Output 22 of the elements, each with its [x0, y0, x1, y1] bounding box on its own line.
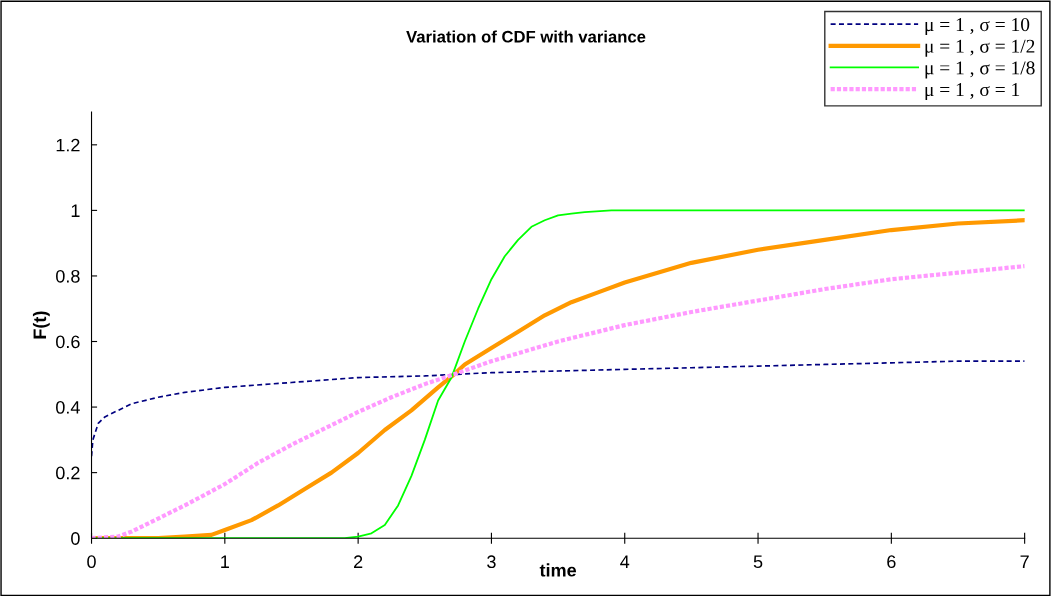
legend-label: μ = 1 , σ = 1 — [925, 83, 1020, 101]
y-tick-label: 0 — [71, 532, 80, 545]
y-tick-label: 0.2 — [56, 466, 80, 480]
x-axis-title: time — [539, 563, 577, 577]
y-axis-title: F(t) — [32, 311, 50, 339]
x-tick-label: 3 — [487, 555, 496, 569]
x-tick-label: 7 — [1020, 555, 1029, 568]
x-tick-label: 1 — [221, 555, 229, 568]
x-tick-label: 0 — [87, 555, 96, 569]
y-tick-label: 1 — [71, 204, 80, 217]
x-tick-label: 5 — [753, 555, 763, 569]
x-tick-label: 2 — [354, 555, 363, 568]
y-tick-label: 1.2 — [56, 138, 80, 152]
legend-label: μ = 1 , σ = 1/8 — [925, 61, 1035, 79]
y-tick-label: 0.8 — [56, 269, 80, 283]
chart-title: Variation of CDF with variance — [406, 30, 646, 43]
x-tick-label: 4 — [620, 555, 630, 568]
legend-label: μ = 1 , σ = 10 — [925, 18, 1030, 36]
y-tick-label: 0.6 — [56, 335, 80, 349]
legend-label: μ = 1 , σ = 1/2 — [925, 39, 1035, 57]
x-tick-label: 6 — [887, 555, 896, 569]
y-tick-label: 0.4 — [56, 401, 80, 414]
